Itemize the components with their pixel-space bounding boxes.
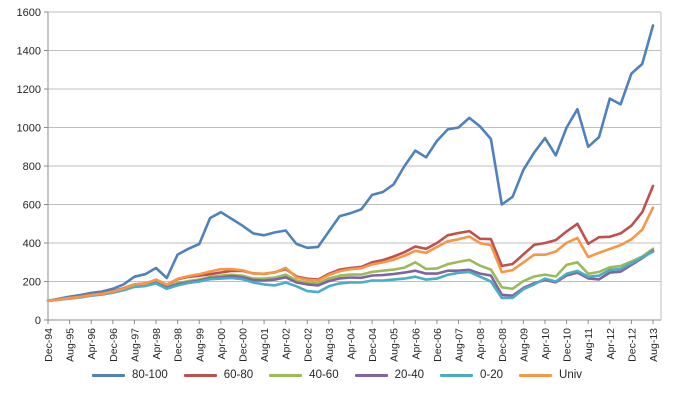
x-axis-label: Aug-11: [583, 328, 595, 361]
series-line-0-20[interactable]: [46, 250, 655, 303]
legend: 80-100 60-80 40-60 20-40 0-20 Univ: [0, 369, 674, 382]
legend-label: 40-60: [309, 369, 339, 381]
x-axis-label: Dec-06: [432, 328, 444, 362]
legend-item-60-80[interactable]: 60-80: [183, 369, 254, 382]
x-axis-label: Aug-09: [518, 328, 530, 362]
legend-swatch-Univ: [519, 374, 553, 378]
y-axis-label: 800: [23, 161, 41, 173]
x-axis-label: Dec-10: [562, 328, 574, 362]
x-axis-label: Dec-12: [626, 328, 638, 362]
legend-swatch-0-20: [440, 374, 474, 378]
legend-item-80-100[interactable]: 80-100: [91, 369, 168, 382]
legend-item-20-40[interactable]: 20-40: [354, 369, 425, 382]
x-axis-label: Aug-95: [65, 328, 77, 362]
x-axis-label: Apr-06: [410, 328, 422, 360]
x-axis-label: Apr-98: [151, 328, 163, 360]
x-axis-label: Apr-96: [86, 328, 98, 360]
y-axis-label: 1600: [17, 7, 41, 19]
x-axis-label: Apr-02: [281, 328, 293, 360]
x-axis-label: Aug-99: [194, 328, 206, 362]
y-axis-label: 200: [23, 277, 41, 289]
y-axis-label: 400: [23, 238, 41, 250]
legend-label: 80-100: [131, 369, 168, 381]
legend-swatch-60-80: [183, 374, 217, 378]
y-axis-label: 600: [23, 200, 41, 212]
x-axis-label: Aug-01: [259, 328, 271, 362]
x-axis-label: Dec-98: [173, 328, 185, 362]
x-axis-label: Apr-10: [540, 328, 552, 360]
x-axis-label: Dec-94: [43, 328, 55, 362]
x-axis-label: Aug-13: [648, 328, 660, 362]
x-axis-label: Aug-05: [389, 328, 401, 362]
legend-label: 60-80: [223, 369, 254, 381]
x-axis-label: Apr-04: [346, 328, 358, 360]
legend-swatch-20-40: [354, 374, 388, 378]
legend-label: 0-20: [480, 369, 504, 381]
legend-label: Univ: [559, 369, 583, 381]
x-axis-label: Dec-08: [497, 328, 509, 362]
x-axis-label: Dec-04: [367, 328, 379, 362]
x-axis-label: Aug-97: [129, 328, 141, 362]
legend-swatch-80-100: [91, 374, 125, 378]
x-axis-label: Apr-12: [605, 328, 617, 360]
y-axis-label: 1200: [17, 84, 41, 96]
legend-item-0-20[interactable]: 0-20: [440, 369, 504, 382]
plot-area: 0 200 400 600 800 1000 1200 1400 1600 Dec-94 Aug-9…: [17, 7, 662, 362]
legend-item-Univ[interactable]: Univ: [519, 369, 583, 382]
x-axis-label: Dec-00: [237, 328, 249, 362]
y-axis-label: 1000: [17, 123, 41, 135]
x-axis-label: Apr-08: [475, 328, 487, 360]
legend-label: 20-40: [394, 369, 425, 381]
legend-swatch-40-60: [269, 374, 303, 378]
series-line-Univ[interactable]: [46, 206, 655, 303]
x-axis-label: Dec-02: [302, 328, 314, 362]
x-axis-label: Dec-96: [108, 328, 120, 362]
y-axis-label: 1400: [17, 46, 41, 58]
x-axis-label: Aug-07: [454, 328, 466, 362]
y-axis-label: 0: [35, 315, 41, 327]
legend-item-40-60[interactable]: 40-60: [269, 369, 339, 382]
x-axis-label: Aug-03: [324, 328, 336, 362]
series-line-80-100[interactable]: [46, 24, 655, 303]
x-axis-label: Apr-00: [216, 328, 228, 360]
